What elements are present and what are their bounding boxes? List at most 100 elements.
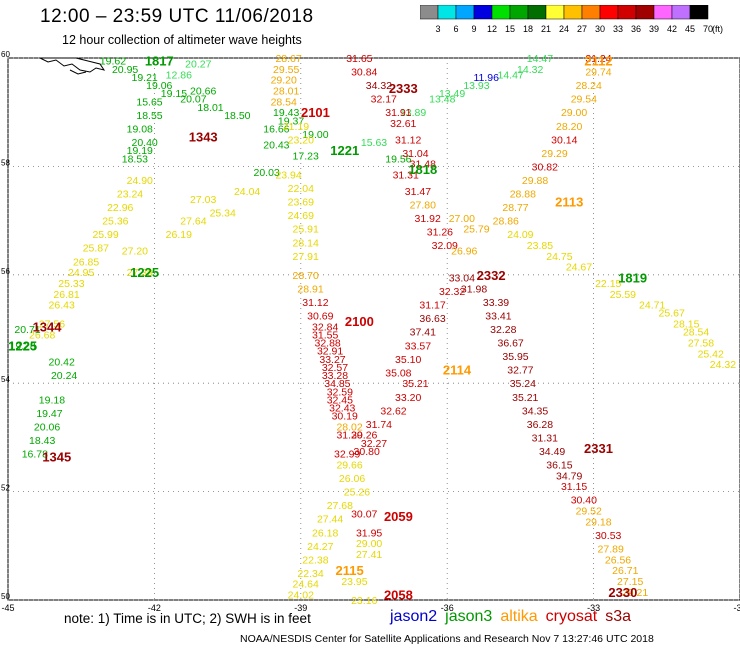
- track-time-label: 1817: [145, 54, 174, 69]
- wave-height-value: 19.56: [385, 153, 411, 165]
- wave-height-value: 24.64: [293, 579, 319, 591]
- track-time-label: 1343: [189, 130, 218, 145]
- wave-height-value: 36.28: [527, 419, 553, 431]
- credit-line: NOAA/NESDIS Center for Satellite Applica…: [240, 633, 654, 645]
- wave-height-value: 35.95: [502, 351, 528, 363]
- wave-height-value: 24.27: [307, 541, 333, 553]
- wave-height-value: 19.15: [161, 88, 187, 100]
- wave-height-value: 31.29: [336, 430, 362, 442]
- wave-height-value: 18.50: [224, 110, 250, 122]
- wave-height-value: 29.20: [271, 75, 297, 87]
- wave-height-value: 32.88: [314, 338, 340, 350]
- wave-height-value: 23.69: [288, 197, 314, 209]
- wave-height-value: 31.48: [410, 159, 436, 171]
- wave-height-value: 27.44: [317, 514, 343, 526]
- wave-height-value: 19.08: [127, 123, 153, 135]
- wave-height-value: 24.32: [710, 359, 736, 371]
- track-time-label: 1819: [618, 271, 647, 286]
- wave-height-value: 28.54: [683, 327, 709, 339]
- colorbar-tick-label: 12: [487, 24, 497, 34]
- wave-height-value: 28.20: [556, 121, 582, 133]
- wave-height-value: 26.43: [49, 300, 75, 312]
- wave-height-value: 29.66: [336, 460, 362, 472]
- wave-height-value: 19.18: [39, 394, 65, 406]
- wave-height-value: 15.65: [136, 96, 162, 108]
- wave-height-value: 18.55: [136, 110, 162, 122]
- wave-height-value: 33.39: [483, 297, 509, 309]
- wave-height-value: 32.45: [327, 394, 353, 406]
- wave-height-value: 23.95: [341, 576, 367, 588]
- wave-height-value: 32.59: [327, 386, 353, 398]
- wave-height-value: 26.18: [312, 527, 338, 539]
- wave-height-value: 30.07: [351, 508, 377, 520]
- track-time-label: 2100: [345, 314, 374, 329]
- wave-height-value: 20.03: [253, 167, 279, 179]
- wave-height-value: 13.49: [439, 88, 465, 100]
- wave-height-value: 27.20: [122, 245, 148, 257]
- track-time-label: 2059: [384, 509, 413, 524]
- wave-height-value: 24.02: [288, 590, 314, 602]
- wave-height-value: 27.00: [449, 213, 475, 225]
- wave-height-value: 34.32: [366, 80, 392, 92]
- wave-height-value: 31.98: [461, 283, 487, 295]
- wave-height-value: 29.52: [576, 506, 602, 518]
- wave-height-value: 29.18: [585, 516, 611, 528]
- wave-height-value: 20.95: [112, 64, 138, 76]
- wave-height-value: 30.69: [307, 310, 333, 322]
- wave-height-value: 27.58: [688, 338, 714, 350]
- wave-height-value: 30.82: [532, 161, 558, 173]
- wave-height-value: 35.10: [395, 354, 421, 366]
- wave-height-value: 29.88: [522, 175, 548, 187]
- wave-height-value: 32.62: [380, 405, 406, 417]
- wave-height-value: 15.63: [361, 137, 387, 149]
- wave-height-value: 25.99: [92, 229, 118, 241]
- wave-height-value: 26.96: [451, 245, 477, 257]
- wave-height-value: 29.55: [273, 64, 299, 76]
- wave-height-value: 26.71: [612, 565, 638, 577]
- wave-height-value: 25.42: [698, 348, 724, 360]
- wave-height-value: 31.74: [366, 419, 392, 431]
- legend-item-altika: altika: [500, 608, 538, 625]
- wave-height-value: 24.75: [546, 251, 572, 263]
- wave-height-value: 31.12: [302, 297, 328, 309]
- lat-tick-label: 58: [1, 158, 10, 167]
- wave-height-value: 30.14: [551, 134, 577, 146]
- wave-height-value: 36.67: [497, 338, 523, 350]
- wave-height-value: 25.36: [102, 216, 128, 228]
- track-time-labels: 1817 1343 1225 1344 1225 1345 2101 2333 1221 1818…: [8, 54, 647, 603]
- wave-height-value: 30.53: [595, 530, 621, 542]
- wave-height-value: 35.21: [512, 392, 538, 404]
- colorbar-tick-label: 24: [559, 24, 569, 34]
- wave-height-value: 29.00: [561, 107, 587, 119]
- wave-height-value: 30.40: [571, 495, 597, 507]
- wave-height-value: 33.27: [319, 354, 345, 366]
- axis-tick-labels: -45 -42 -39 -36 -33 -30 60 58 56 54 52 50: [1, 50, 740, 613]
- wave-height-value: 28.15: [673, 319, 699, 331]
- colorbar-tick-label: 18: [523, 24, 533, 34]
- wave-height-value: 27.41: [356, 549, 382, 561]
- wave-height-value: 22.04: [288, 183, 314, 195]
- wave-height-value: 31.55: [312, 329, 338, 341]
- track-time-label: 2112: [584, 54, 612, 69]
- wave-height-value: 19.62: [100, 56, 126, 68]
- wave-height-value: 33.20: [395, 392, 421, 404]
- wave-height-value: 25.79: [463, 224, 489, 236]
- wave-height-value: 25.87: [83, 243, 109, 255]
- track-time-label: 2333: [389, 81, 418, 96]
- wave-height-value: 24.95: [68, 267, 94, 279]
- map-grid: [7, 57, 740, 601]
- wave-height-value: 26.56: [605, 554, 631, 566]
- track-time-label: 2114: [443, 363, 472, 378]
- lon-tick-label: -45: [1, 603, 14, 613]
- wave-height-value: 26.06: [339, 473, 365, 485]
- wave-height-value: 24.69: [288, 210, 314, 222]
- wave-height-value: 32.84: [312, 321, 338, 333]
- wave-height-value: 18.01: [197, 102, 223, 114]
- wave-height-value: 31.31: [393, 170, 419, 182]
- wave-height-value: 25.33: [58, 278, 84, 290]
- wave-height-value: 31.15: [561, 481, 587, 493]
- wave-height-value: 35.21: [402, 378, 428, 390]
- wave-height-value: 24.09: [507, 229, 533, 241]
- wave-height-value: 29.29: [541, 148, 567, 160]
